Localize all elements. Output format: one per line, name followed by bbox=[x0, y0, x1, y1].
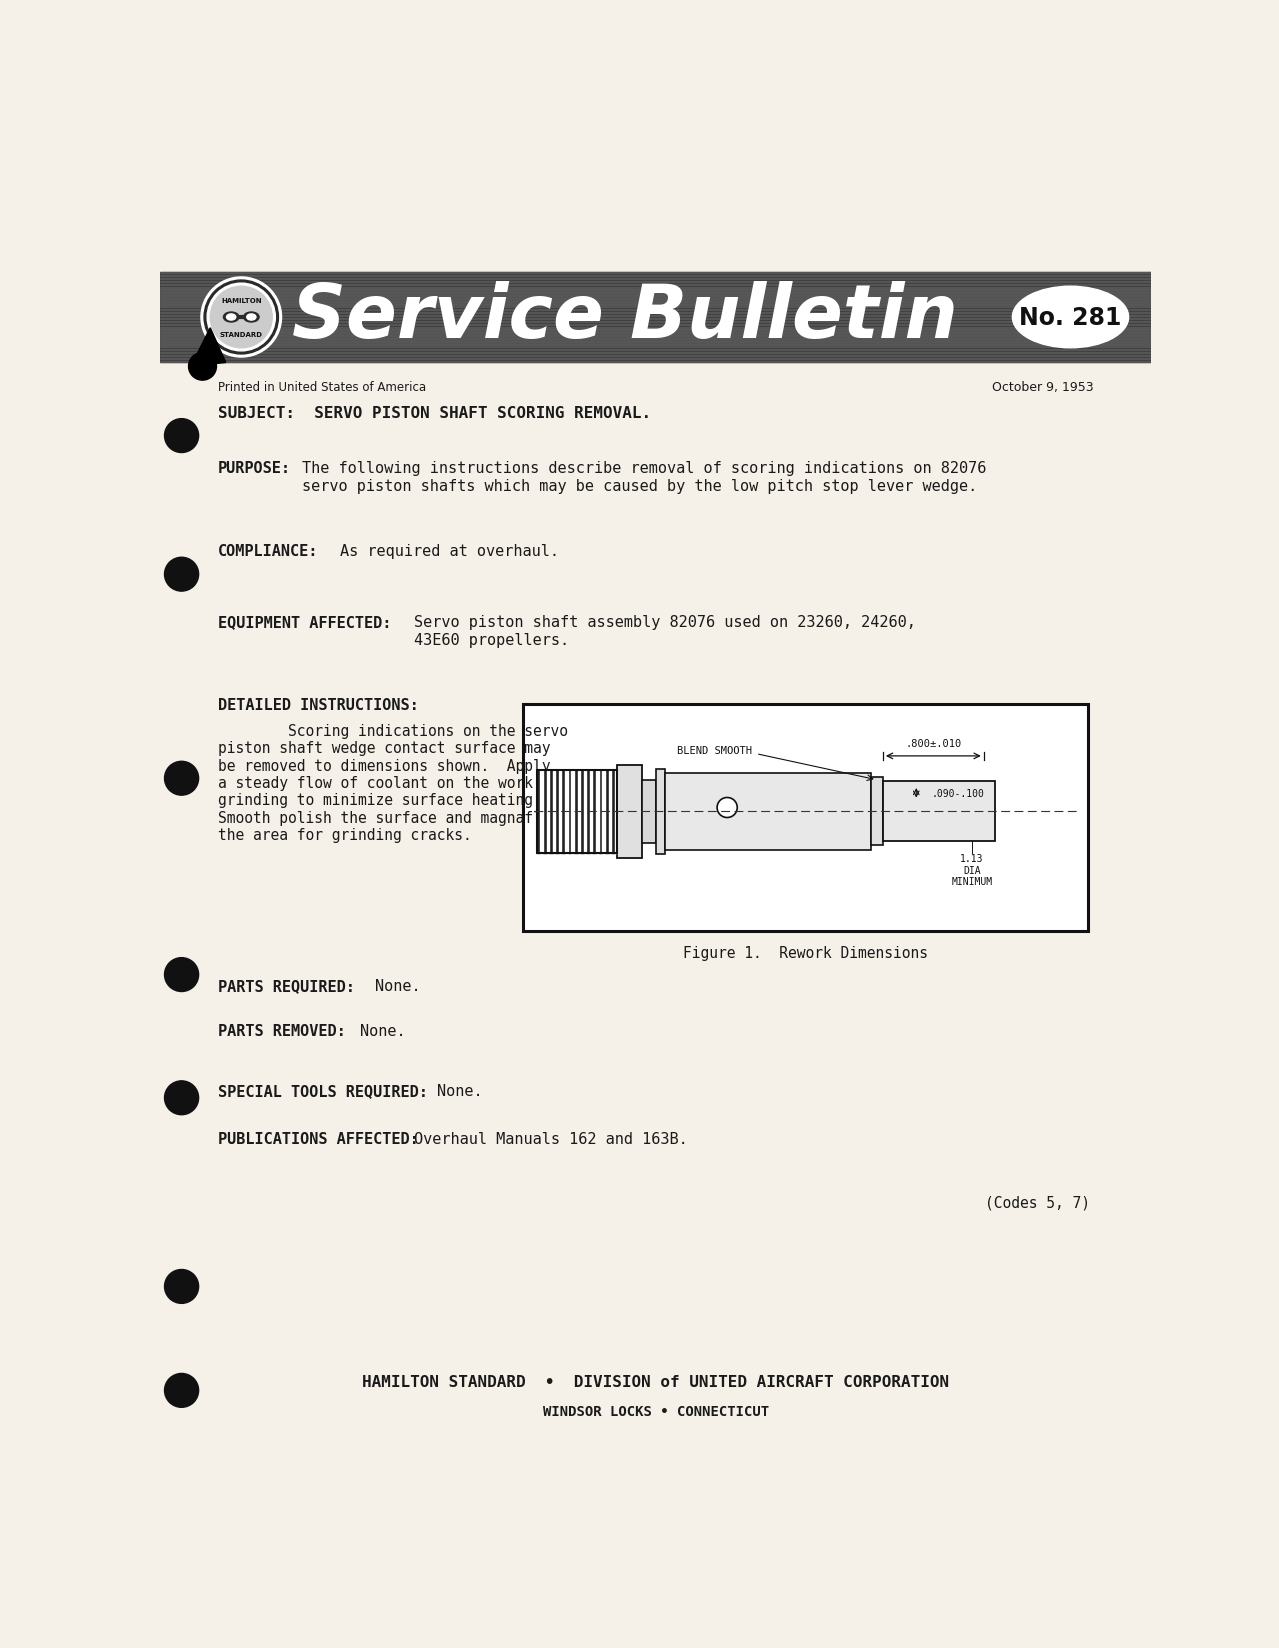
Circle shape bbox=[210, 287, 272, 349]
Bar bbox=[568, 770, 572, 854]
Circle shape bbox=[165, 1269, 198, 1304]
Text: PUBLICATIONS AFFECTED:: PUBLICATIONS AFFECTED: bbox=[217, 1131, 418, 1147]
Bar bbox=[599, 770, 602, 854]
Bar bbox=[871, 778, 883, 845]
Text: PARTS REMOVED:: PARTS REMOVED: bbox=[217, 1023, 345, 1038]
Circle shape bbox=[165, 559, 198, 592]
Circle shape bbox=[718, 798, 737, 817]
Text: October 9, 1953: October 9, 1953 bbox=[993, 381, 1094, 394]
Circle shape bbox=[165, 957, 198, 992]
Text: As required at overhaul.: As required at overhaul. bbox=[340, 544, 559, 559]
Bar bbox=[555, 770, 559, 854]
Circle shape bbox=[201, 279, 281, 358]
Bar bbox=[602, 770, 605, 854]
Bar bbox=[546, 770, 549, 854]
Bar bbox=[583, 770, 586, 854]
Bar bbox=[642, 780, 656, 844]
Text: None.: None. bbox=[437, 1083, 483, 1099]
Text: STANDARD: STANDARD bbox=[220, 331, 262, 338]
Bar bbox=[561, 770, 565, 854]
Bar bbox=[609, 770, 611, 854]
Bar bbox=[590, 770, 592, 854]
Bar bbox=[611, 770, 615, 854]
Text: None.: None. bbox=[375, 979, 421, 994]
Bar bbox=[665, 773, 871, 850]
Ellipse shape bbox=[224, 313, 239, 323]
Text: HAMILTON: HAMILTON bbox=[221, 298, 262, 303]
Bar bbox=[574, 770, 578, 854]
Bar bbox=[541, 770, 542, 854]
Text: Figure 1.  Rework Dimensions: Figure 1. Rework Dimensions bbox=[683, 944, 929, 961]
Text: DETAILED INSTRUCTIONS:: DETAILED INSTRUCTIONS: bbox=[217, 699, 418, 714]
Bar bbox=[523, 704, 1088, 931]
Text: Service Bulletin: Service Bulletin bbox=[292, 282, 958, 354]
Text: Scoring indications on the servo
piston shaft wedge contact surface may
be remov: Scoring indications on the servo piston … bbox=[217, 723, 595, 842]
Text: PURPOSE:: PURPOSE: bbox=[217, 461, 292, 476]
Bar bbox=[618, 766, 642, 859]
Bar bbox=[542, 770, 546, 854]
Bar bbox=[592, 770, 596, 854]
Text: .800±.010: .800±.010 bbox=[906, 738, 962, 748]
Circle shape bbox=[205, 280, 279, 354]
Ellipse shape bbox=[243, 313, 260, 323]
Text: SUBJECT:  SERVO PISTON SHAFT SCORING REMOVAL.: SUBJECT: SERVO PISTON SHAFT SCORING REMO… bbox=[217, 405, 651, 420]
Bar bbox=[579, 770, 583, 854]
Text: Printed in United States of America: Printed in United States of America bbox=[217, 381, 426, 394]
Bar bbox=[572, 770, 574, 854]
Bar bbox=[656, 770, 665, 854]
Bar bbox=[553, 770, 555, 854]
Bar bbox=[883, 781, 995, 842]
Text: EQUIPMENT AFFECTED:: EQUIPMENT AFFECTED: bbox=[217, 615, 391, 630]
Circle shape bbox=[165, 419, 198, 453]
Text: Overhaul Manuals 162 and 163B.: Overhaul Manuals 162 and 163B. bbox=[414, 1131, 688, 1147]
Bar bbox=[615, 770, 618, 854]
Polygon shape bbox=[191, 328, 226, 368]
Bar bbox=[549, 770, 553, 854]
Bar bbox=[565, 770, 568, 854]
Bar bbox=[605, 770, 609, 854]
Ellipse shape bbox=[247, 315, 256, 321]
Bar bbox=[578, 770, 579, 854]
Text: BLEND SMOOTH: BLEND SMOOTH bbox=[677, 745, 752, 755]
Bar bbox=[160, 272, 1151, 363]
Ellipse shape bbox=[226, 315, 235, 321]
Text: No. 281: No. 281 bbox=[1019, 307, 1122, 330]
Bar bbox=[559, 770, 561, 854]
Circle shape bbox=[207, 283, 275, 351]
Bar bbox=[586, 770, 590, 854]
Text: WINDSOR LOCKS • CONNECTICUT: WINDSOR LOCKS • CONNECTICUT bbox=[542, 1404, 769, 1419]
Text: 1.13
DIA
MINIMUM: 1.13 DIA MINIMUM bbox=[952, 854, 993, 887]
Text: SPECIAL TOOLS REQUIRED:: SPECIAL TOOLS REQUIRED: bbox=[217, 1083, 428, 1099]
Text: Servo piston shaft assembly 82076 used on 23260, 24260,
43E60 propellers.: Servo piston shaft assembly 82076 used o… bbox=[414, 615, 916, 648]
Circle shape bbox=[165, 1373, 198, 1407]
Circle shape bbox=[165, 761, 198, 796]
Circle shape bbox=[188, 353, 216, 381]
Circle shape bbox=[165, 1081, 198, 1116]
Text: .090-.100: .090-.100 bbox=[932, 788, 985, 798]
Text: PARTS REQUIRED:: PARTS REQUIRED: bbox=[217, 979, 354, 994]
Bar bbox=[596, 770, 599, 854]
Bar bbox=[536, 770, 541, 854]
Text: None.: None. bbox=[359, 1023, 405, 1038]
Ellipse shape bbox=[1013, 287, 1128, 349]
Text: The following instructions describe removal of scoring indications on 82076
serv: The following instructions describe remo… bbox=[302, 461, 986, 493]
Text: HAMILTON STANDARD  •  DIVISION of UNITED AIRCRAFT CORPORATION: HAMILTON STANDARD • DIVISION of UNITED A… bbox=[362, 1374, 949, 1389]
Text: (Codes 5, 7): (Codes 5, 7) bbox=[985, 1195, 1090, 1210]
Bar bbox=[536, 770, 618, 854]
Text: COMPLIANCE:: COMPLIANCE: bbox=[217, 544, 318, 559]
